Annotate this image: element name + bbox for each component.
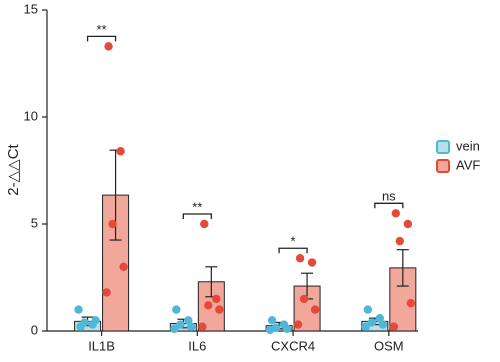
x-tick-label: OSM — [374, 338, 404, 353]
significance-bracket — [374, 202, 404, 209]
x-tick-label: CXCR4 — [271, 338, 315, 353]
y-tick-label: 5 — [31, 215, 38, 230]
data-point — [170, 324, 179, 334]
data-point — [375, 313, 385, 323]
data-point — [310, 305, 320, 314]
x-tick-label: IL1B — [88, 338, 115, 353]
significance-label: ns — [382, 189, 396, 204]
legend-swatch — [436, 140, 450, 154]
data-point — [184, 316, 193, 325]
data-point — [363, 305, 373, 314]
data-point — [295, 254, 305, 263]
data-point — [80, 318, 89, 327]
significance-label: ** — [97, 22, 107, 37]
data-point — [403, 219, 413, 229]
data-point — [378, 320, 388, 329]
data-point — [267, 316, 277, 325]
y-tick-label: 0 — [31, 322, 38, 337]
data-point — [293, 320, 303, 329]
data-point — [119, 262, 128, 271]
data-point — [187, 322, 196, 331]
significance-bracket — [86, 35, 117, 42]
data-point — [74, 305, 83, 314]
legend-swatch — [436, 159, 450, 173]
data-point — [116, 147, 125, 156]
data-point — [176, 320, 185, 329]
significance-label: ** — [192, 199, 202, 214]
data-point — [215, 305, 224, 314]
legend-label: vein — [456, 138, 480, 153]
y-axis-label: 2-△△Ct — [5, 143, 22, 195]
data-point — [198, 322, 207, 331]
y-tick-label: 15 — [24, 1, 38, 16]
data-point — [282, 324, 292, 334]
x-tick-label: IL6 — [188, 338, 206, 353]
data-point — [406, 298, 416, 308]
data-point — [212, 294, 221, 304]
data-point — [172, 305, 181, 314]
data-point — [91, 316, 100, 325]
data-point — [102, 288, 111, 297]
data-point — [307, 258, 317, 267]
data-point — [299, 294, 309, 304]
data-point — [265, 325, 275, 335]
data-point — [367, 318, 377, 327]
data-point — [395, 236, 405, 246]
data-point — [361, 322, 371, 331]
significance-label: * — [291, 234, 296, 249]
data-point — [391, 209, 401, 218]
significance-bracket — [182, 213, 212, 219]
significance-bracket — [278, 247, 308, 254]
data-point — [204, 301, 213, 310]
data-point — [200, 219, 209, 229]
data-point — [108, 219, 117, 229]
legend-label: AVF — [456, 157, 480, 172]
data-point — [389, 322, 399, 331]
data-point — [104, 42, 113, 51]
y-tick-label: 10 — [24, 108, 38, 123]
